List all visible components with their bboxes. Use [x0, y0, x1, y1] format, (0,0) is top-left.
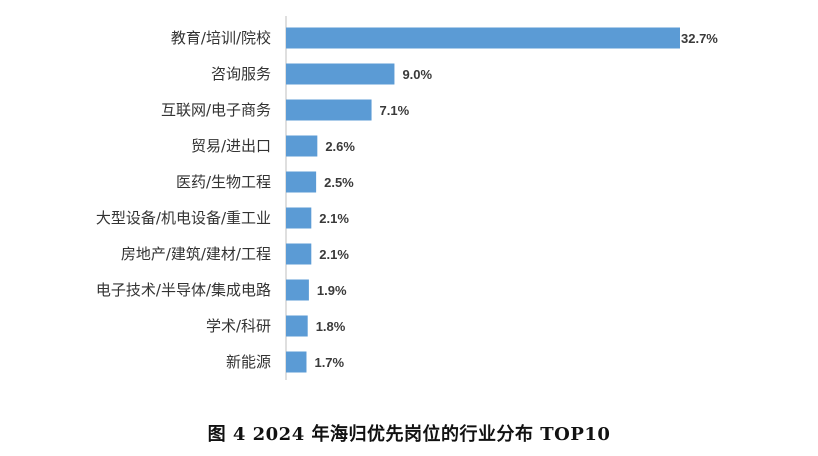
bar-chart: 教育/培训/院校咨询服务互联网/电子商务贸易/进出口医药/生物工程大型设备/机电…: [96, 16, 718, 380]
bar-0: [286, 27, 680, 49]
value-label-6: 2.1%: [319, 247, 349, 262]
value-label-8: 1.8%: [316, 319, 346, 334]
category-labels-group: 教育/培训/院校咨询服务互联网/电子商务贸易/进出口医药/生物工程大型设备/机电…: [96, 29, 271, 371]
bar-3: [286, 135, 318, 157]
category-label-5: 大型设备/机电设备/重工业: [96, 209, 271, 227]
category-label-3: 贸易/进出口: [191, 137, 271, 155]
bar-1: [286, 63, 395, 85]
value-label-5: 2.1%: [319, 211, 349, 226]
category-label-8: 学术/科研: [206, 317, 271, 335]
value-labels-group: 32.7% 9.0% 7.1% 2.6% 2.5% 2.1% 2.1% 1.9% 1.8% 1.7…: [314, 31, 718, 370]
value-label-9: 1.7%: [314, 355, 344, 370]
category-label-2: 互联网/电子商务: [161, 101, 271, 119]
category-label-7: 电子技术/半导体/集成电路: [96, 281, 271, 299]
value-label-3: 2.6%: [325, 139, 355, 154]
category-label-6: 房地产/建筑/建材/工程: [121, 245, 271, 263]
bar-8: [286, 315, 308, 337]
category-label-0: 教育/培训/院校: [171, 29, 271, 47]
category-label-4: 医药/生物工程: [176, 173, 271, 191]
bars-group: [286, 27, 680, 373]
bar-2: [286, 99, 372, 121]
value-label-4: 2.5%: [324, 175, 354, 190]
category-label-9: 新能源: [226, 353, 271, 371]
figure-caption: 图 4 2024 年海归优先岗位的行业分布 TOP10: [207, 424, 611, 445]
value-label-0: 32.7%: [681, 31, 718, 46]
value-label-7: 1.9%: [317, 283, 347, 298]
bar-4: [286, 171, 317, 193]
bar-6: [286, 243, 312, 265]
value-label-2: 7.1%: [380, 103, 410, 118]
value-label-1: 9.0%: [402, 67, 432, 82]
bar-5: [286, 207, 312, 229]
category-label-1: 咨询服务: [211, 65, 271, 83]
bar-7: [286, 279, 309, 301]
bar-9: [286, 351, 307, 373]
